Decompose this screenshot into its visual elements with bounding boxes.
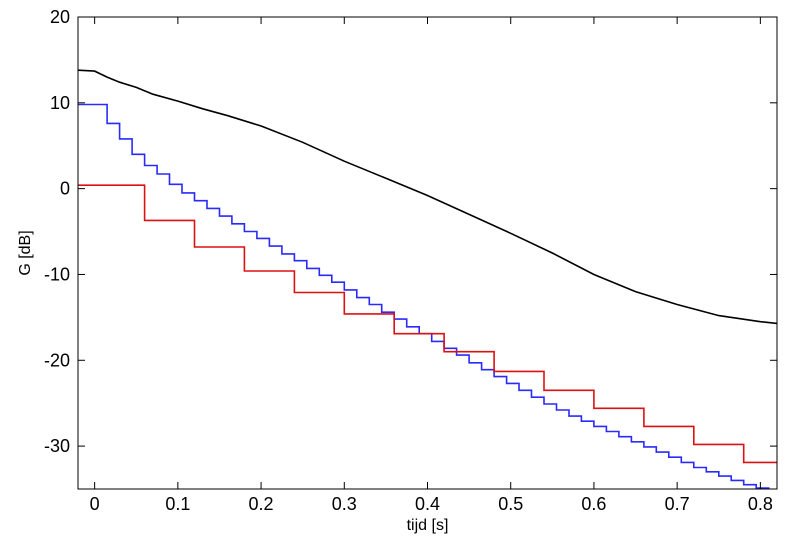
plot-frame — [77, 16, 778, 490]
x-tick-label: 0.1 — [165, 494, 190, 514]
series-layer — [78, 69, 777, 489]
series-line-2 — [78, 103, 770, 489]
series-line-1 — [78, 69, 777, 325]
x-tick-label: 0.2 — [249, 494, 274, 514]
series-line-3 — [78, 184, 777, 464]
x-tick-label: 0.3 — [332, 494, 357, 514]
y-tick-label: -30 — [44, 436, 70, 456]
y-tick-label: 10 — [50, 93, 70, 113]
x-axis-label: tijd [s] — [407, 517, 449, 534]
x-tick-label: 0.6 — [581, 494, 606, 514]
x-tick-label: 0.7 — [665, 494, 690, 514]
y-tick-label: -10 — [44, 264, 70, 284]
x-tick-label: 0.8 — [748, 494, 773, 514]
y-tick-label: 0 — [60, 179, 70, 199]
tick-layer: 0 0.1 0.2 0.3 0.4 0.5 0.6 0.7 0.8 20 10 0 -10 -20 -30 — [44, 7, 777, 514]
x-tick-label: 0 — [90, 494, 100, 514]
x-tick-label: 0.5 — [498, 494, 523, 514]
y-tick-label: 20 — [50, 7, 70, 27]
x-tick-label: 0.4 — [415, 494, 440, 514]
y-tick-label: -20 — [44, 350, 70, 370]
y-axis-label: G [dB] — [17, 230, 34, 275]
